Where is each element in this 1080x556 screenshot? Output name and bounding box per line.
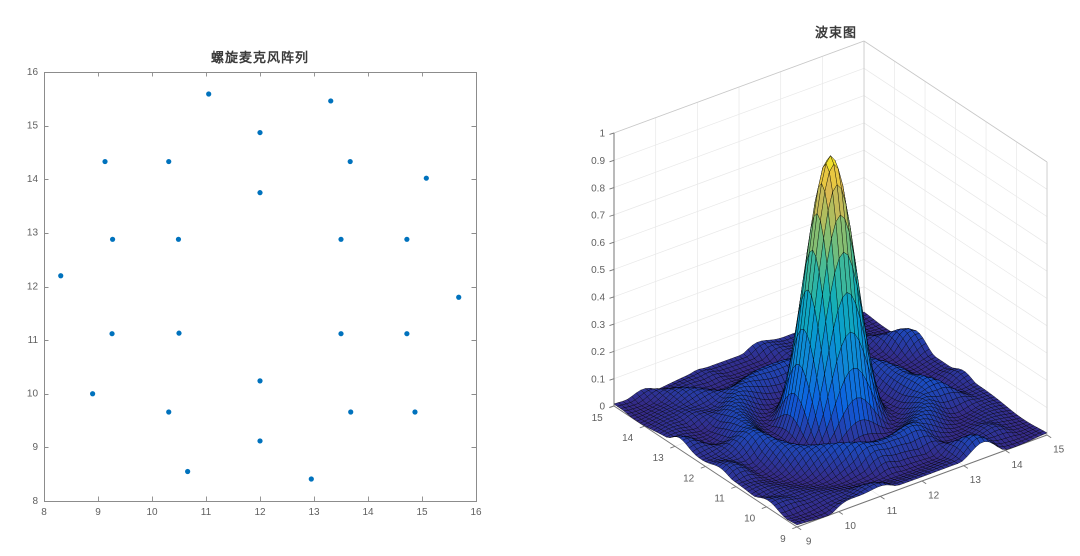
beam-pattern-title: 波束图: [814, 25, 857, 40]
beam-pattern-chart: 波束图: [540, 0, 1080, 556]
mic-array-plot-area: [0, 0, 540, 556]
mic-array-title: 螺旋麦克风阵列: [210, 50, 309, 65]
beam-pattern-plot-area: [540, 0, 1080, 556]
mic-array-chart: 螺旋麦克风阵列: [0, 0, 540, 556]
